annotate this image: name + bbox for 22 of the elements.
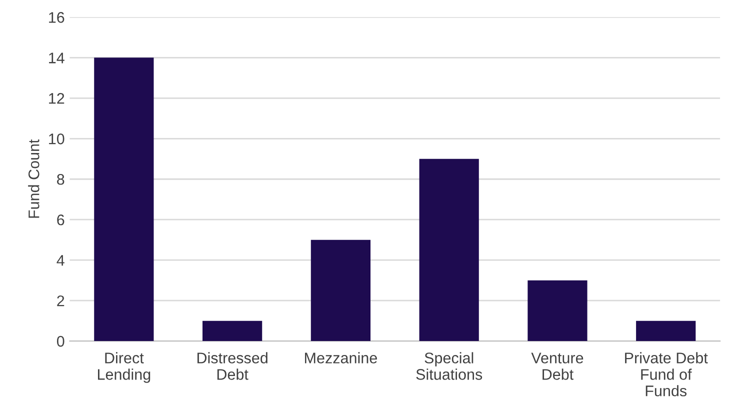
bar xyxy=(202,320,262,342)
bar xyxy=(419,158,479,342)
y-tick-label: 10 xyxy=(49,134,64,144)
y-tick-label: 6 xyxy=(57,214,64,226)
y-tick-label: 2 xyxy=(57,295,64,306)
x-tick-label: Venture Debt xyxy=(531,352,584,380)
bar xyxy=(94,58,154,342)
y-tick-label: 4 xyxy=(56,255,64,266)
y-tick-label: 14 xyxy=(49,52,64,64)
x-tick-label: Distressed Debt xyxy=(197,352,268,380)
y-tick-label: 16 xyxy=(49,12,64,23)
y-tick-label: 12 xyxy=(49,93,64,104)
x-tick-label: Mezzanine xyxy=(305,352,377,364)
y-axis-title: Fund Count xyxy=(28,139,40,218)
y-tick-label: 8 xyxy=(57,174,64,185)
bar xyxy=(528,280,588,342)
x-tick-label: Private Debt Fund of Funds xyxy=(625,352,708,396)
bar xyxy=(310,240,371,342)
x-tick-label: Special Situations xyxy=(416,352,482,380)
x-tick-label: Direct Lending xyxy=(98,352,150,383)
bar xyxy=(636,320,696,342)
y-tick-label: 0 xyxy=(56,336,64,347)
